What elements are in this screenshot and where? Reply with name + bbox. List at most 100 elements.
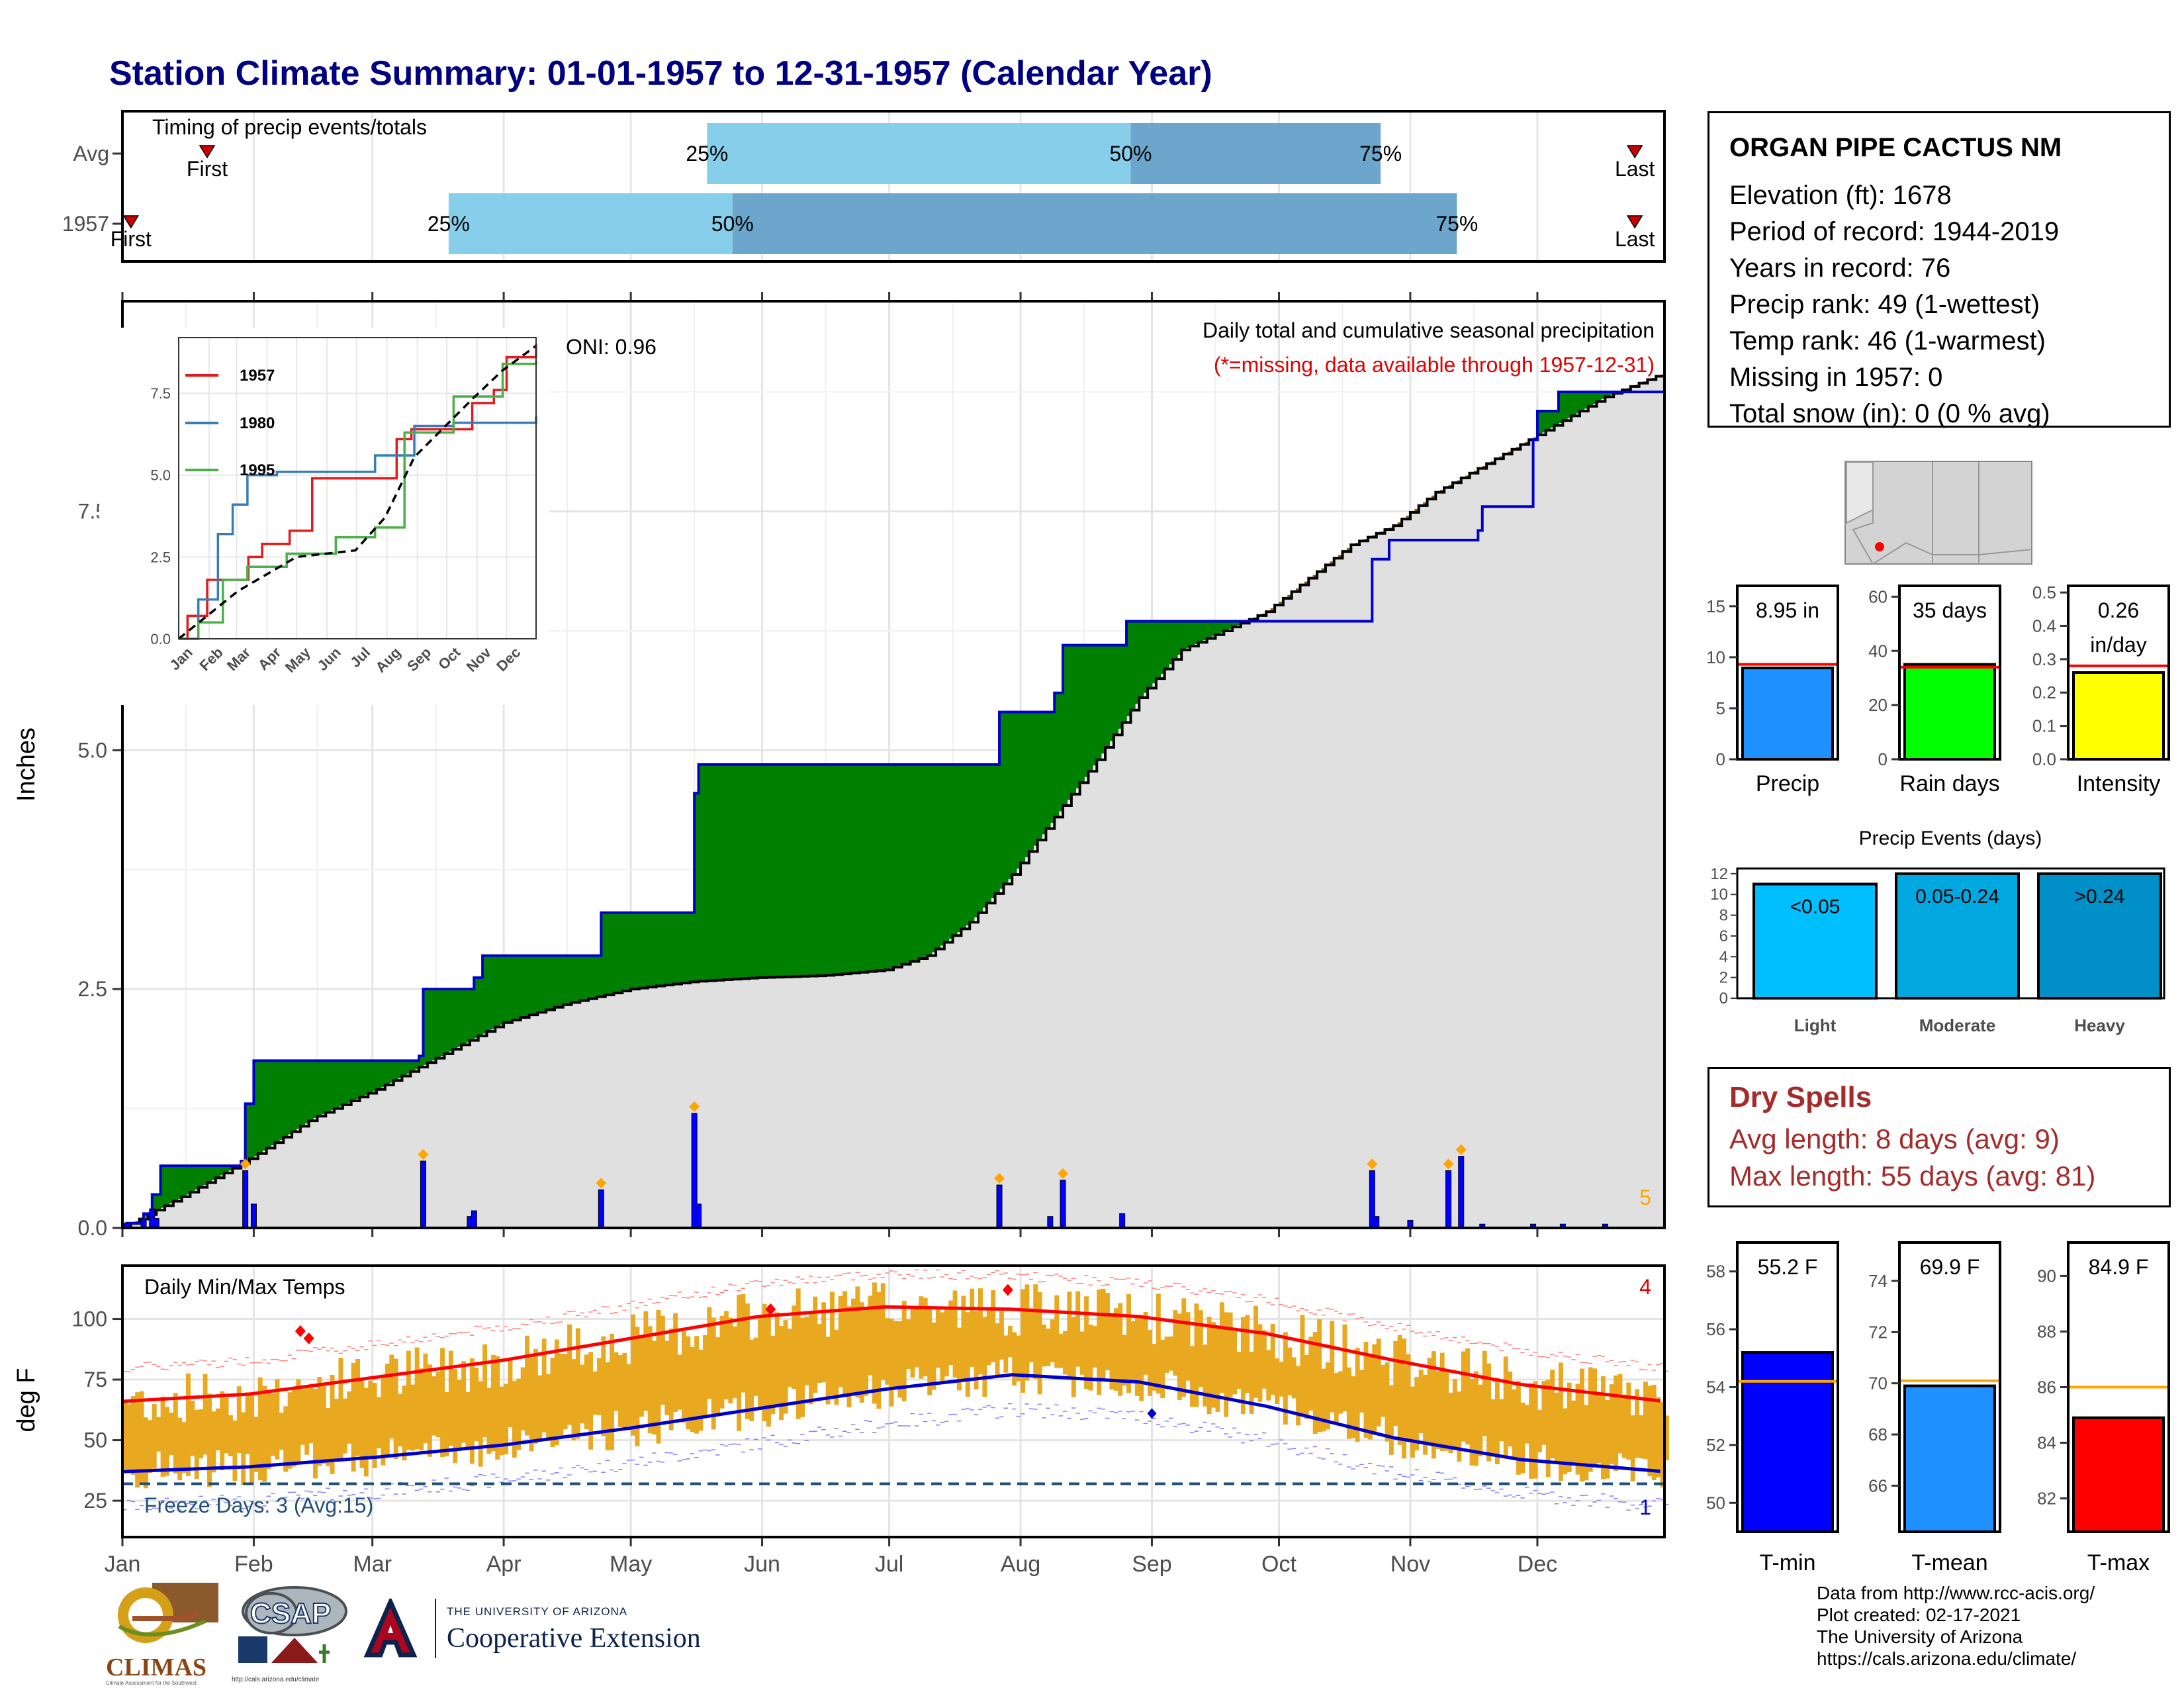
- temps-daily-bar: [1486, 1363, 1492, 1462]
- precip-departure-fill: [868, 765, 873, 972]
- temps-record-low: [1630, 1504, 1635, 1506]
- temps-record-low: [952, 1413, 958, 1415]
- temps-daily-bar: [563, 1354, 568, 1430]
- temps-record-low: [381, 1494, 385, 1496]
- temps-record-low: [1291, 1448, 1297, 1450]
- precip-departure-fill: [1190, 621, 1195, 647]
- temps-record-high: [762, 1286, 766, 1288]
- temps-record-low: [787, 1439, 792, 1441]
- temps-daily-bar: [889, 1319, 894, 1407]
- temps-daily-bar: [957, 1327, 962, 1391]
- temps-record-high: [702, 1296, 707, 1297]
- precip-departure-fill: [901, 765, 907, 964]
- inset-series-line: [179, 360, 537, 640]
- precip-departure-fill: [622, 912, 627, 992]
- precip-departure-fill: [381, 1060, 386, 1088]
- inset-legend-label: 1980: [240, 414, 275, 432]
- temps-record-low: [656, 1460, 660, 1462]
- temps-record-high: [1067, 1280, 1071, 1281]
- temps-record-high: [448, 1333, 453, 1335]
- precip-departure-fill: [262, 1060, 267, 1151]
- temps-record-low: [813, 1430, 817, 1432]
- precip-daily-marker: [1455, 1144, 1467, 1155]
- temps-record-high: [787, 1282, 792, 1283]
- temps-record-low: [1228, 1436, 1233, 1438]
- temps-record-low: [1224, 1433, 1228, 1434]
- temps-daily-bar: [1381, 1365, 1386, 1417]
- temps-daily-bar: [135, 1392, 140, 1488]
- precip-departure-fill: [719, 765, 725, 980]
- precip-departure-fill: [626, 912, 631, 990]
- temps-daily-bar: [342, 1398, 347, 1454]
- temps-record-high: [245, 1357, 250, 1358]
- temps-daily-bar: [504, 1383, 508, 1455]
- temps-daily-bar: [1042, 1324, 1046, 1367]
- precip-departure-fill: [313, 1060, 318, 1119]
- temps-record-low: [1643, 1507, 1648, 1508]
- events-category-label: Light: [1794, 1015, 1837, 1035]
- temps-record-low: [1508, 1494, 1512, 1496]
- temps-record-low: [1063, 1411, 1068, 1412]
- events-bar: [1752, 882, 1878, 1000]
- temps-record-low: [330, 1499, 335, 1501]
- temps-daily-bar: [440, 1348, 445, 1458]
- station-name: ORGAN PIPE CACTUS NM: [1729, 133, 2062, 162]
- temps-record-low: [490, 1474, 496, 1475]
- temps-record-high: [652, 1302, 657, 1304]
- temps-daily-bar: [737, 1294, 742, 1431]
- precip-departure-fill: [482, 955, 488, 1034]
- precip-departure-fill: [787, 765, 793, 977]
- temps-record-high: [825, 1276, 830, 1278]
- precip-departure-fill: [931, 765, 936, 953]
- temp-summary-label: T-mean: [1911, 1550, 1987, 1575]
- temps-record-low: [986, 1405, 991, 1407]
- temps-record-low: [846, 1432, 851, 1433]
- temps-record-low: [681, 1459, 686, 1461]
- temps-record-low: [308, 1491, 314, 1493]
- temps-record-high: [1245, 1301, 1250, 1303]
- precip-departure-fill: [486, 955, 492, 1032]
- temps-daily-bar: [804, 1317, 809, 1385]
- temps-record-low: [626, 1460, 631, 1461]
- temps-record-low: [156, 1508, 161, 1509]
- temps-daily-bar: [681, 1331, 686, 1423]
- precip-departure-fill: [1024, 712, 1030, 857]
- temps-record-low: [1609, 1495, 1614, 1497]
- precip-departure-fill: [440, 989, 445, 1056]
- temps-daily-bar: [1342, 1324, 1347, 1412]
- credit-url: https://cals.arizona.edu/climate/: [1817, 1648, 2077, 1669]
- temps-record-low: [825, 1434, 830, 1436]
- temps-record-high: [1431, 1335, 1436, 1336]
- temps-record-high: [1042, 1280, 1046, 1282]
- temps-record-high: [444, 1335, 449, 1337]
- temps-record-low: [1245, 1434, 1250, 1435]
- precip-summary-ytick-label: 20: [1868, 695, 1888, 715]
- temps-daily-bar: [707, 1307, 712, 1399]
- temps-daily-bar: [686, 1336, 691, 1430]
- dry-spells-max: Max length: 55 days (avg: 81): [1729, 1160, 2096, 1192]
- temps-record-high: [1190, 1292, 1195, 1294]
- temps-record-high: [923, 1269, 928, 1271]
- events-ytick-label: 8: [1719, 907, 1728, 925]
- temps-record-high: [673, 1295, 678, 1297]
- temps-daily-bar: [520, 1367, 525, 1430]
- temps-daily-bar: [1635, 1389, 1640, 1458]
- temps-record-low: [605, 1460, 610, 1462]
- temps-daily-bar: [236, 1386, 242, 1453]
- temps-record-high: [1143, 1282, 1148, 1284]
- temps-daily-bar: [893, 1321, 898, 1387]
- temps-record-low: [1101, 1408, 1106, 1410]
- temps-record-low: [1134, 1419, 1140, 1421]
- temps-record-low: [1079, 1419, 1085, 1420]
- temps-record-high: [1423, 1335, 1428, 1337]
- temps-record-low: [1194, 1430, 1199, 1432]
- precip-departure-fill: [1596, 392, 1602, 402]
- temps-record-high: [533, 1321, 538, 1323]
- temps-record-high: [982, 1277, 987, 1278]
- temps-record-low: [690, 1453, 695, 1454]
- temps-daily-bar: [991, 1290, 996, 1362]
- temps-record-high: [190, 1364, 195, 1366]
- temps-daily-bar: [1156, 1293, 1161, 1394]
- temps-daily-bar: [1465, 1348, 1471, 1445]
